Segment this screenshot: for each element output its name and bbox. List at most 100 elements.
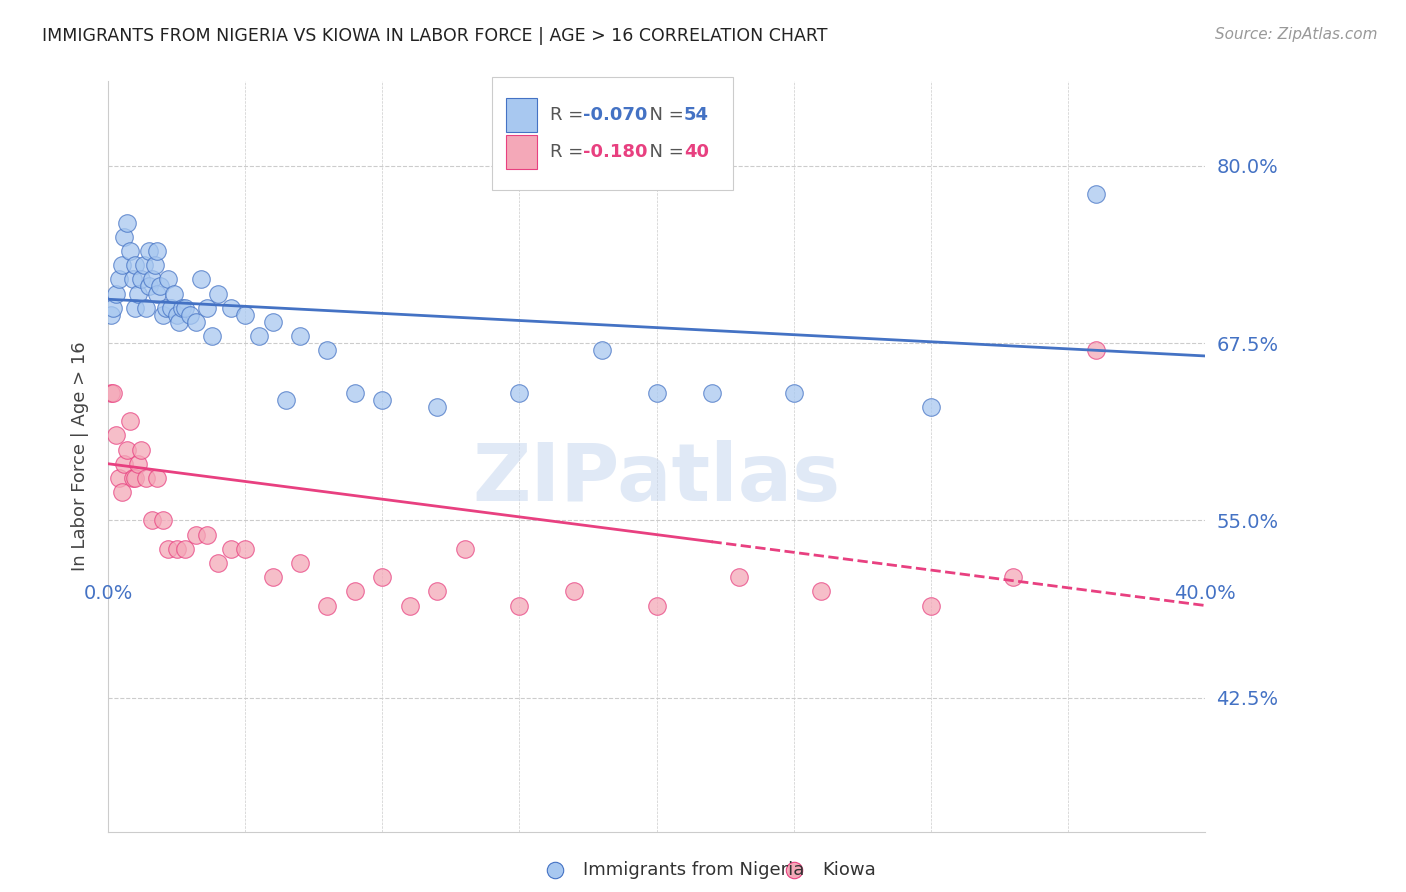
Point bbox=[129, 272, 152, 286]
Point bbox=[163, 286, 186, 301]
Point bbox=[645, 599, 668, 613]
Point bbox=[288, 329, 311, 343]
Point bbox=[920, 400, 942, 414]
Point bbox=[100, 308, 122, 322]
Text: 40.0%: 40.0% bbox=[1174, 584, 1236, 603]
Text: -0.070: -0.070 bbox=[583, 105, 648, 124]
Point bbox=[111, 258, 134, 272]
Point bbox=[129, 442, 152, 457]
Text: 0.0%: 0.0% bbox=[83, 584, 132, 603]
Point bbox=[508, 385, 530, 400]
Point bbox=[233, 541, 256, 556]
Point bbox=[262, 570, 284, 584]
Point bbox=[170, 301, 193, 315]
Point bbox=[132, 258, 155, 272]
Point bbox=[169, 315, 191, 329]
Text: R =: R = bbox=[550, 105, 589, 124]
Point bbox=[195, 527, 218, 541]
Point bbox=[591, 343, 613, 358]
Point bbox=[207, 556, 229, 570]
Text: Kiowa: Kiowa bbox=[823, 861, 876, 879]
Point bbox=[700, 385, 723, 400]
Point bbox=[160, 301, 183, 315]
Point bbox=[135, 301, 157, 315]
Point bbox=[166, 308, 188, 322]
Point bbox=[190, 272, 212, 286]
Point bbox=[247, 329, 270, 343]
Point bbox=[195, 301, 218, 315]
Text: 54: 54 bbox=[685, 105, 709, 124]
Point bbox=[103, 301, 125, 315]
Text: R =: R = bbox=[550, 144, 589, 161]
Point bbox=[124, 471, 146, 485]
Point bbox=[207, 286, 229, 301]
Point bbox=[426, 400, 449, 414]
Point bbox=[141, 272, 163, 286]
Point bbox=[1084, 187, 1107, 202]
Point bbox=[645, 385, 668, 400]
Point bbox=[149, 279, 172, 293]
Point bbox=[453, 541, 475, 556]
Point bbox=[179, 308, 201, 322]
Point bbox=[108, 272, 131, 286]
Point bbox=[371, 392, 394, 407]
Point bbox=[152, 513, 174, 527]
Point bbox=[135, 471, 157, 485]
Point bbox=[783, 385, 806, 400]
Point bbox=[111, 485, 134, 500]
Text: Source: ZipAtlas.com: Source: ZipAtlas.com bbox=[1215, 27, 1378, 42]
Point bbox=[114, 230, 136, 244]
Point bbox=[157, 541, 180, 556]
Point bbox=[1084, 343, 1107, 358]
Point bbox=[316, 343, 339, 358]
Point bbox=[100, 385, 122, 400]
Point bbox=[152, 308, 174, 322]
Point bbox=[115, 216, 138, 230]
Point bbox=[508, 599, 530, 613]
Point bbox=[398, 599, 420, 613]
Point bbox=[276, 392, 298, 407]
Text: N =: N = bbox=[638, 105, 689, 124]
Point bbox=[173, 541, 195, 556]
Point bbox=[108, 471, 131, 485]
Text: -0.180: -0.180 bbox=[583, 144, 648, 161]
Point bbox=[166, 541, 188, 556]
Point bbox=[288, 556, 311, 570]
Point bbox=[143, 258, 166, 272]
Point bbox=[121, 471, 143, 485]
Point bbox=[173, 301, 195, 315]
Point bbox=[920, 599, 942, 613]
Point bbox=[146, 471, 169, 485]
Point bbox=[1002, 570, 1025, 584]
Point bbox=[221, 541, 243, 556]
Point bbox=[124, 301, 146, 315]
Point bbox=[201, 329, 224, 343]
Point bbox=[105, 286, 128, 301]
Point bbox=[127, 286, 149, 301]
Point bbox=[343, 584, 366, 599]
FancyBboxPatch shape bbox=[492, 77, 734, 190]
Point bbox=[127, 457, 149, 471]
Point bbox=[138, 244, 160, 258]
Point bbox=[221, 301, 243, 315]
Text: IMMIGRANTS FROM NIGERIA VS KIOWA IN LABOR FORCE | AGE > 16 CORRELATION CHART: IMMIGRANTS FROM NIGERIA VS KIOWA IN LABO… bbox=[42, 27, 828, 45]
Point bbox=[184, 527, 207, 541]
Point bbox=[105, 428, 128, 442]
Point bbox=[426, 584, 449, 599]
Point bbox=[118, 414, 141, 428]
Point bbox=[184, 315, 207, 329]
FancyBboxPatch shape bbox=[506, 98, 537, 132]
Point bbox=[118, 244, 141, 258]
Point bbox=[262, 315, 284, 329]
Text: 40: 40 bbox=[685, 144, 709, 161]
Text: ZIPatlas: ZIPatlas bbox=[472, 440, 841, 518]
Point bbox=[371, 570, 394, 584]
Point bbox=[114, 457, 136, 471]
Point bbox=[233, 308, 256, 322]
Point bbox=[146, 286, 169, 301]
Point bbox=[115, 442, 138, 457]
Point bbox=[141, 513, 163, 527]
FancyBboxPatch shape bbox=[506, 136, 537, 169]
Point bbox=[138, 279, 160, 293]
Point bbox=[124, 258, 146, 272]
